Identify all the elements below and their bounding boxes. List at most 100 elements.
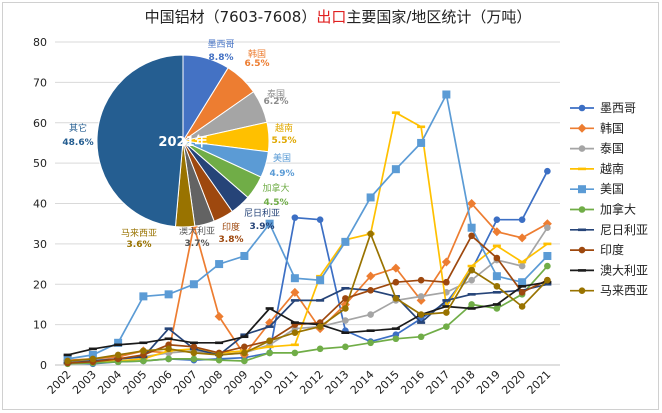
pie-slice-percent: 4.9% <box>270 169 295 179</box>
y-tick-label: 40 <box>33 198 47 211</box>
x-tick-label: 2010 <box>247 368 276 397</box>
pie-slice-name: 美国 <box>273 152 291 164</box>
data-point <box>467 199 477 208</box>
x-tick-label: 2011 <box>272 368 301 397</box>
data-point <box>367 339 374 347</box>
y-tick-label: 10 <box>33 319 47 332</box>
data-point <box>165 345 172 353</box>
pie-slice-percent: 5.5% <box>272 136 297 146</box>
data-point <box>391 327 400 330</box>
data-point <box>468 266 475 274</box>
x-tick-label: 2020 <box>499 368 528 397</box>
legend-swatch-marker <box>577 123 587 133</box>
data-point <box>214 312 224 322</box>
title-highlight: 出口 <box>316 8 346 26</box>
data-point <box>544 262 551 270</box>
data-point <box>442 299 451 302</box>
series-8 <box>63 280 552 357</box>
legend-swatch-marker <box>578 287 586 295</box>
pie-title: 2021年 <box>158 134 207 150</box>
data-point <box>240 251 249 260</box>
data-point <box>392 295 400 302</box>
data-point <box>492 244 501 248</box>
data-point <box>517 233 527 243</box>
data-point <box>543 282 552 286</box>
pie-slice <box>96 54 184 228</box>
data-point <box>189 341 198 345</box>
data-point <box>492 227 502 237</box>
legend-label: 尼日利亚 <box>600 223 648 237</box>
data-point <box>290 321 299 324</box>
y-tick-label: 50 <box>33 157 47 170</box>
x-tick-label: 2008 <box>196 368 225 397</box>
data-point <box>543 251 552 260</box>
data-point <box>367 287 374 294</box>
legend-label: 马来西亚 <box>600 284 648 298</box>
data-point <box>442 305 451 308</box>
pie-slice-percent: 8.8% <box>209 53 234 63</box>
data-point <box>189 280 198 289</box>
data-point <box>492 303 501 306</box>
data-point <box>492 272 501 281</box>
data-point <box>417 125 426 129</box>
data-point <box>366 329 375 332</box>
legend-label: 泰国 <box>600 142 624 156</box>
data-point <box>468 232 475 240</box>
series-line <box>67 227 549 362</box>
data-point <box>290 274 299 283</box>
data-point <box>89 355 97 363</box>
data-point <box>164 327 173 330</box>
data-point <box>417 333 425 341</box>
legend-swatch-marker <box>578 246 586 254</box>
data-point <box>392 335 400 343</box>
data-point <box>316 345 324 353</box>
legend-label: 墨西哥 <box>600 101 636 115</box>
data-point <box>290 287 300 297</box>
x-tick-label: 2007 <box>171 368 200 397</box>
data-point <box>467 293 476 296</box>
data-point <box>190 343 198 351</box>
x-tick-label: 2004 <box>95 368 124 397</box>
data-point <box>241 357 248 365</box>
pie-slice-name: 澳大利亚 <box>179 225 215 237</box>
x-tick-label: 2019 <box>474 368 503 397</box>
y-tick-label: 70 <box>33 76 47 89</box>
data-point <box>391 165 400 174</box>
x-tick-label: 2014 <box>348 368 377 397</box>
data-point <box>518 260 527 264</box>
data-point <box>417 293 425 300</box>
data-point <box>518 284 527 288</box>
data-point <box>114 338 123 347</box>
data-point <box>265 307 274 310</box>
pie-slice-name: 加拿大 <box>262 182 289 194</box>
series-line <box>67 91 549 360</box>
pie-slice-name: 韩国 <box>248 48 266 60</box>
legend-item: 泰国 <box>570 142 624 156</box>
legend-item: 马来西亚 <box>570 284 648 298</box>
data-point <box>493 282 501 290</box>
title-part-2: 主要国家/地区统计（万吨） <box>346 8 531 26</box>
x-tick-label: 2016 <box>398 368 427 397</box>
y-tick-label: 80 <box>33 36 47 49</box>
data-point <box>417 311 425 318</box>
data-point <box>215 260 224 269</box>
pie-slice-percent: 48.6% <box>62 138 93 148</box>
data-point <box>265 219 274 228</box>
x-tick-label: 2018 <box>449 368 478 397</box>
data-point <box>518 278 527 287</box>
data-point <box>114 343 123 347</box>
data-point <box>544 224 551 232</box>
series-line <box>67 265 549 365</box>
data-point <box>493 216 501 223</box>
x-tick-label: 2015 <box>373 368 402 397</box>
data-point <box>164 290 173 299</box>
data-point <box>492 291 501 294</box>
data-point <box>443 323 450 330</box>
data-point <box>391 111 400 114</box>
data-point <box>266 349 273 357</box>
data-point <box>392 278 400 286</box>
legend-swatch-marker <box>578 269 586 272</box>
x-tick-label: 2013 <box>323 368 352 397</box>
